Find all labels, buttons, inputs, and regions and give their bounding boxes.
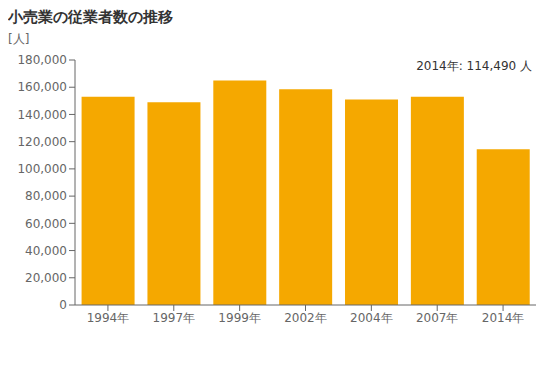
svg-text:1997年: 1997年 [153,311,196,325]
svg-text:20,000: 20,000 [25,271,67,285]
svg-text:1994年: 1994年 [87,311,130,325]
html-text:[人]: [人] [8,32,30,46]
svg-text:60,000: 60,000 [25,217,67,231]
svg-text:2004年: 2004年 [350,311,393,325]
svg-text:0: 0 [59,298,67,312]
svg-text:2007年: 2007年 [416,311,459,325]
html-text:2014年: 114,490 人: 2014年: 114,490 人 [416,59,532,73]
svg-text:1999年: 1999年 [218,311,261,325]
svg-text:120,000: 120,000 [17,135,67,149]
svg-text:2002年: 2002年 [284,311,327,325]
svg-text:80,000: 80,000 [25,189,67,203]
svg-text:2014年: 2014年 [482,311,525,325]
svg-text:160,000: 160,000 [17,80,67,94]
svg-text:40,000: 40,000 [25,244,67,258]
svg-text:140,000: 140,000 [17,108,67,122]
svg-text:180,000: 180,000 [17,53,67,67]
svg-text:100,000: 100,000 [17,162,67,176]
html-text:小売業の従業者数の推移: 小売業の従業者数の推移 [8,8,173,26]
